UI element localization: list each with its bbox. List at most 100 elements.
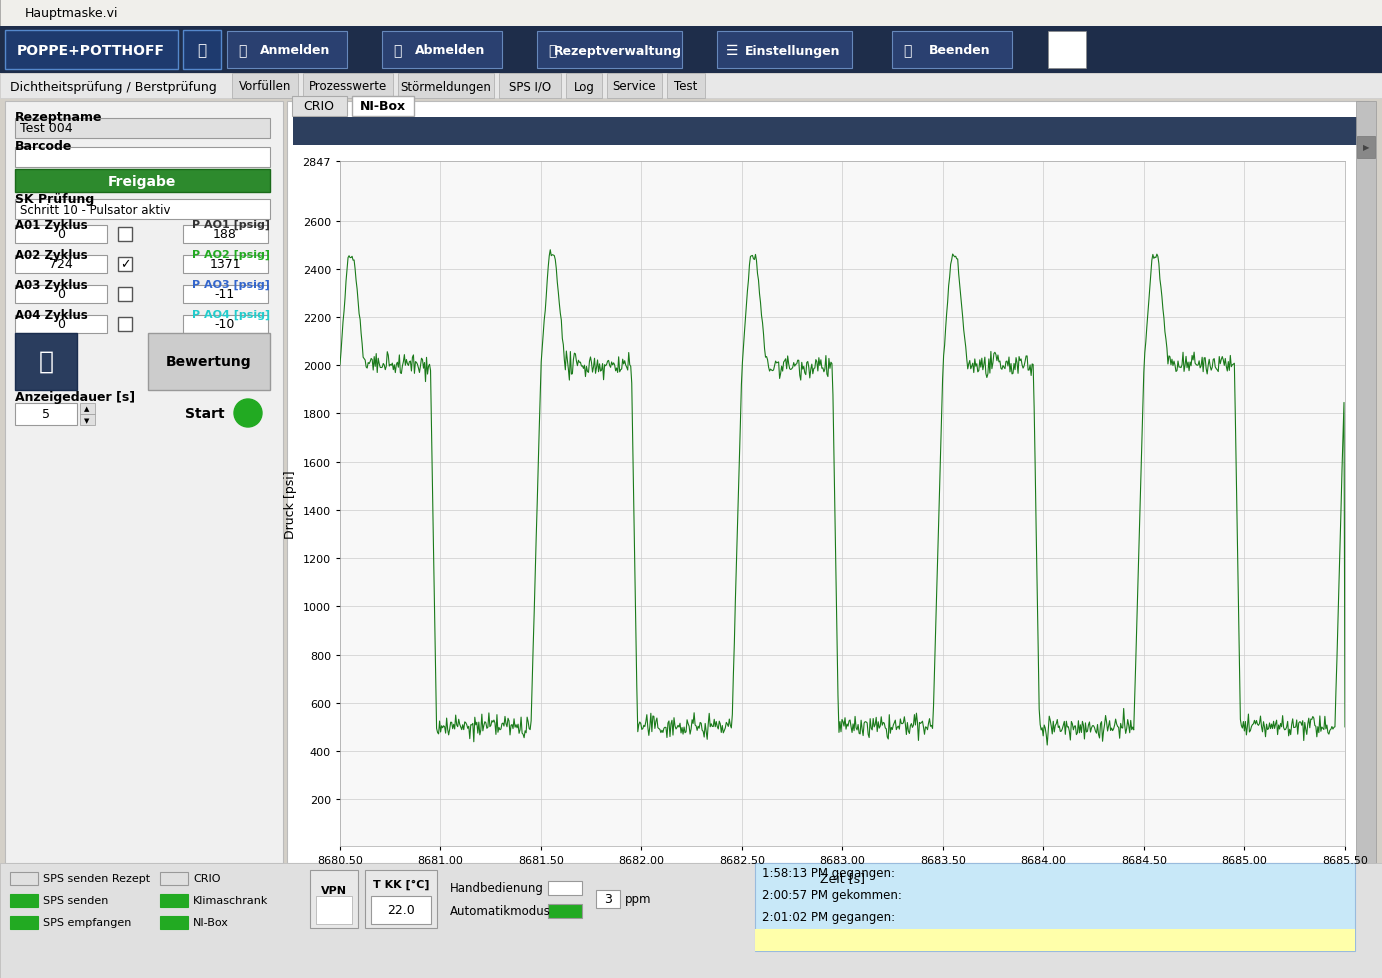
FancyBboxPatch shape bbox=[10, 894, 37, 907]
Text: ▲: ▲ bbox=[84, 406, 90, 412]
Text: Bewertung: Bewertung bbox=[166, 355, 252, 369]
FancyBboxPatch shape bbox=[182, 255, 268, 274]
Text: Beenden: Beenden bbox=[929, 44, 991, 58]
FancyBboxPatch shape bbox=[668, 74, 705, 99]
Text: T KK [°C]: T KK [°C] bbox=[373, 879, 430, 889]
Text: ✓: ✓ bbox=[120, 258, 130, 271]
FancyBboxPatch shape bbox=[370, 896, 431, 924]
FancyBboxPatch shape bbox=[160, 894, 188, 907]
FancyBboxPatch shape bbox=[352, 97, 415, 117]
Text: Test 004: Test 004 bbox=[19, 122, 73, 135]
Text: 🗑: 🗑 bbox=[39, 350, 54, 374]
FancyBboxPatch shape bbox=[365, 870, 437, 928]
FancyBboxPatch shape bbox=[303, 74, 392, 99]
Text: 5: 5 bbox=[41, 408, 50, 422]
FancyBboxPatch shape bbox=[232, 74, 299, 99]
Text: 2:01:02 PM gegangen:: 2:01:02 PM gegangen: bbox=[761, 911, 896, 923]
Text: P AO3 [psig]: P AO3 [psig] bbox=[192, 280, 269, 289]
FancyBboxPatch shape bbox=[15, 200, 269, 220]
Text: Test: Test bbox=[674, 80, 698, 94]
FancyBboxPatch shape bbox=[15, 170, 269, 193]
FancyBboxPatch shape bbox=[15, 226, 106, 244]
Text: NI-Box: NI-Box bbox=[193, 917, 229, 927]
Text: CRIO: CRIO bbox=[193, 873, 221, 883]
Text: Einstellungen: Einstellungen bbox=[745, 44, 840, 58]
Text: 0: 0 bbox=[57, 228, 65, 242]
Text: 📂: 📂 bbox=[547, 44, 556, 58]
FancyBboxPatch shape bbox=[15, 333, 77, 390]
Text: 🔒: 🔒 bbox=[238, 44, 246, 58]
Text: POPPE+POTTHOFF: POPPE+POTTHOFF bbox=[17, 44, 164, 58]
Text: NI-Box: NI-Box bbox=[359, 101, 406, 113]
FancyBboxPatch shape bbox=[1356, 102, 1376, 864]
FancyBboxPatch shape bbox=[287, 102, 1370, 864]
FancyBboxPatch shape bbox=[15, 286, 106, 304]
FancyBboxPatch shape bbox=[596, 890, 621, 908]
FancyBboxPatch shape bbox=[0, 27, 1382, 74]
Text: P AO2 [psig]: P AO2 [psig] bbox=[192, 249, 269, 260]
Text: Barcode: Barcode bbox=[15, 139, 72, 153]
Text: 188: 188 bbox=[213, 228, 236, 242]
Text: 3: 3 bbox=[604, 893, 612, 906]
FancyBboxPatch shape bbox=[15, 255, 106, 274]
FancyBboxPatch shape bbox=[117, 228, 133, 242]
FancyBboxPatch shape bbox=[182, 286, 268, 304]
FancyBboxPatch shape bbox=[80, 404, 95, 415]
Text: ▶: ▶ bbox=[1363, 144, 1370, 153]
FancyBboxPatch shape bbox=[549, 904, 582, 918]
FancyBboxPatch shape bbox=[117, 318, 133, 332]
Text: Freigabe: Freigabe bbox=[108, 175, 176, 189]
Text: Hauptmaske.vi: Hauptmaske.vi bbox=[25, 8, 119, 21]
Text: Schritt 10 - Pulsator aktiv: Schritt 10 - Pulsator aktiv bbox=[19, 203, 170, 216]
FancyBboxPatch shape bbox=[755, 929, 1354, 951]
FancyBboxPatch shape bbox=[10, 916, 37, 929]
FancyBboxPatch shape bbox=[6, 31, 178, 70]
FancyBboxPatch shape bbox=[293, 118, 1361, 146]
Text: SPS senden: SPS senden bbox=[43, 895, 108, 905]
Text: 0: 0 bbox=[57, 289, 65, 301]
Text: Anmelden: Anmelden bbox=[260, 44, 330, 58]
Text: Abmelden: Abmelden bbox=[415, 44, 485, 58]
Text: P AO4 [psig]: P AO4 [psig] bbox=[192, 310, 269, 320]
Text: ▼: ▼ bbox=[84, 418, 90, 423]
Text: Rezeptname: Rezeptname bbox=[15, 111, 102, 123]
Text: SPS empfangen: SPS empfangen bbox=[43, 917, 131, 927]
Text: Rezeptverwaltung: Rezeptverwaltung bbox=[554, 44, 681, 58]
Text: SPS I/O: SPS I/O bbox=[509, 80, 551, 94]
FancyBboxPatch shape bbox=[717, 32, 851, 68]
FancyBboxPatch shape bbox=[567, 74, 603, 99]
Text: Service: Service bbox=[612, 80, 656, 94]
FancyBboxPatch shape bbox=[15, 148, 269, 168]
Text: Vorfüllen: Vorfüllen bbox=[239, 80, 292, 94]
FancyBboxPatch shape bbox=[499, 74, 561, 99]
FancyBboxPatch shape bbox=[891, 32, 1012, 68]
Text: A01 Zyklus: A01 Zyklus bbox=[15, 218, 87, 231]
Y-axis label: Druck [psi]: Druck [psi] bbox=[283, 469, 297, 538]
FancyBboxPatch shape bbox=[117, 258, 133, 272]
FancyBboxPatch shape bbox=[182, 316, 268, 333]
Text: Dichtheitsprüfung / Berstprüfung: Dichtheitsprüfung / Berstprüfung bbox=[10, 80, 217, 94]
Text: 724: 724 bbox=[50, 258, 73, 271]
Text: ppm: ppm bbox=[625, 893, 651, 906]
Text: P AO1 [psig]: P AO1 [psig] bbox=[192, 220, 269, 230]
Text: 2:00:57 PM gekommen:: 2:00:57 PM gekommen: bbox=[761, 889, 902, 902]
FancyBboxPatch shape bbox=[607, 74, 662, 99]
Circle shape bbox=[234, 400, 263, 427]
FancyBboxPatch shape bbox=[80, 415, 95, 425]
FancyBboxPatch shape bbox=[148, 333, 269, 390]
Text: 0: 0 bbox=[57, 318, 65, 332]
FancyBboxPatch shape bbox=[1048, 32, 1086, 68]
FancyBboxPatch shape bbox=[398, 74, 493, 99]
Text: Automatikmodus: Automatikmodus bbox=[451, 905, 551, 917]
Text: VPN: VPN bbox=[321, 885, 347, 895]
FancyBboxPatch shape bbox=[182, 31, 221, 70]
Text: 🔓: 🔓 bbox=[198, 43, 206, 59]
Text: Start: Start bbox=[185, 407, 225, 421]
Text: 22.0: 22.0 bbox=[387, 904, 415, 916]
FancyBboxPatch shape bbox=[6, 102, 283, 864]
FancyBboxPatch shape bbox=[0, 864, 1382, 978]
Text: Prozesswerte: Prozesswerte bbox=[308, 80, 387, 94]
Text: A04 Zyklus: A04 Zyklus bbox=[15, 308, 87, 321]
FancyBboxPatch shape bbox=[755, 864, 1354, 951]
FancyBboxPatch shape bbox=[160, 872, 188, 885]
